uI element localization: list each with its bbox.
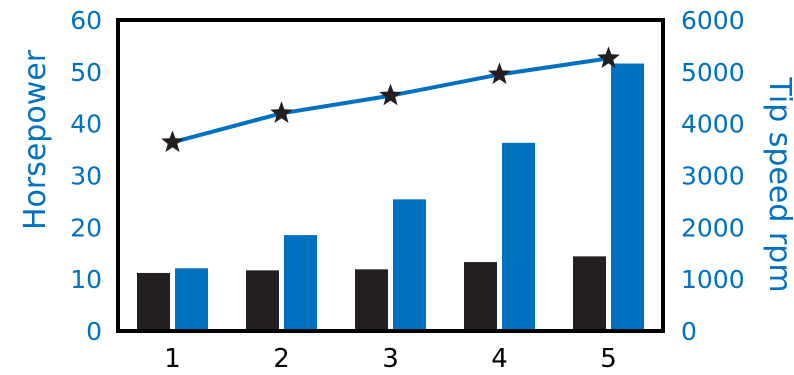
- plot-frame: [116, 18, 665, 333]
- bars-layer: [137, 63, 644, 331]
- x-axis-ticks: 1 2 3 4 5: [164, 344, 617, 374]
- bar-series-1-3: [355, 269, 388, 331]
- bar-series-2-5: [611, 63, 644, 331]
- right-axis-label: Tip speed rpm: [762, 76, 794, 292]
- star-marker-3: [379, 83, 402, 106]
- bar-series-1-1: [137, 272, 170, 331]
- bar-series-2-1: [175, 268, 208, 331]
- bar-series-2-3: [393, 199, 426, 331]
- star-marker-2: [270, 101, 293, 124]
- star-marker-5: [597, 46, 620, 69]
- right-tick-label: 2000: [681, 213, 745, 242]
- left-tick-label: 20: [70, 213, 102, 242]
- star-marker-4: [488, 62, 511, 85]
- right-axis-ticks: 0 1000 2000 3000 4000 5000 6000: [681, 6, 745, 346]
- left-tick-label: 60: [70, 6, 102, 35]
- right-tick-label: 4000: [681, 110, 745, 139]
- x-tick-label: 3: [382, 344, 399, 374]
- right-tick-label: 6000: [681, 6, 745, 35]
- bar-series-1-2: [246, 270, 279, 331]
- bar-series-1-5: [573, 256, 606, 331]
- bar-series-2-2: [284, 235, 317, 331]
- left-tick-label: 10: [70, 265, 102, 294]
- right-tick-label: 3000: [681, 162, 745, 191]
- right-tick-label: 1000: [681, 265, 745, 294]
- x-tick-label: 1: [164, 344, 181, 374]
- left-tick-label: 40: [70, 110, 102, 139]
- left-tick-label: 30: [70, 162, 102, 191]
- bar-series-1-4: [464, 262, 497, 331]
- left-axis-ticks: 0 10 20 30 40 50 60: [70, 6, 102, 346]
- x-tick-label: 5: [600, 344, 617, 374]
- x-tick-label: 2: [273, 344, 290, 374]
- left-tick-label: 50: [70, 58, 102, 87]
- right-tick-label: 0: [681, 317, 697, 346]
- x-tick-label: 4: [491, 344, 508, 374]
- star-marker-1: [161, 130, 184, 153]
- right-tick-label: 5000: [681, 58, 745, 87]
- left-tick-label: 0: [86, 317, 102, 346]
- left-axis-label: Horsepower: [18, 49, 53, 230]
- line-series-layer: [161, 46, 620, 153]
- bar-series-2-4: [502, 142, 535, 331]
